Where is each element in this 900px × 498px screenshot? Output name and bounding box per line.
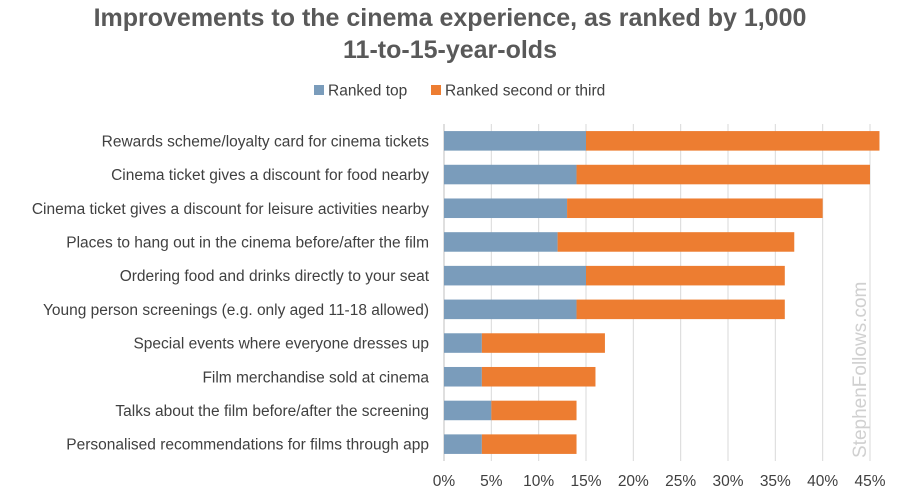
x-tick-label: 40% xyxy=(807,473,838,490)
category-label: Young person screenings (e.g. only aged … xyxy=(43,302,429,319)
legend-label: Ranked second or third xyxy=(445,83,605,100)
watermark: StephenFollows.com xyxy=(850,282,871,458)
bar-ranked-top xyxy=(444,366,482,387)
bar-ranked-second-or-third xyxy=(567,198,823,219)
legend-swatch xyxy=(314,85,324,95)
x-tick-label: 10% xyxy=(523,473,554,490)
bar-ranked-top xyxy=(444,400,492,421)
legend-label: Ranked top xyxy=(328,83,407,100)
x-tick-label: 5% xyxy=(480,473,503,490)
x-axis-ticks: 0% 5% 10% 15% 20% 25% 30% 35% 40% 45% xyxy=(433,473,886,490)
x-tick-label: 15% xyxy=(570,473,601,490)
category-label: Talks about the film before/after the sc… xyxy=(115,403,429,420)
category-label: Ordering food and drinks directly to you… xyxy=(120,268,430,285)
legend-swatch xyxy=(431,85,441,95)
category-label: Cinema ticket gives a discount for food … xyxy=(111,167,429,184)
category-label: Cinema ticket gives a discount for leisu… xyxy=(32,201,429,218)
x-tick-label: 45% xyxy=(854,473,885,490)
x-tick-label: 0% xyxy=(433,473,456,490)
category-label: Film merchandise sold at cinema xyxy=(202,369,429,386)
bar-ranked-top xyxy=(444,164,577,185)
legend: Ranked top Ranked second or third xyxy=(314,83,605,100)
bar-ranked-top xyxy=(444,232,558,252)
category-label: Places to hang out in the cinema before/… xyxy=(66,234,429,251)
bar-ranked-second-or-third xyxy=(576,299,785,320)
x-tick-label: 25% xyxy=(665,473,696,490)
bar-ranked-second-or-third xyxy=(576,164,870,185)
bar-ranked-second-or-third xyxy=(481,434,577,454)
bar-ranked-top xyxy=(444,333,482,353)
category-labels: Rewards scheme/loyalty card for cinema t… xyxy=(32,133,430,453)
bar-ranked-top xyxy=(444,265,586,286)
category-label: Personalised recommendations for films t… xyxy=(66,437,429,454)
bar-ranked-top xyxy=(444,299,577,320)
bars xyxy=(444,131,880,454)
bar-ranked-second-or-third xyxy=(586,131,880,151)
x-tick-label: 20% xyxy=(618,473,649,490)
category-label: Special events where everyone dresses up xyxy=(133,336,429,353)
bar-ranked-second-or-third xyxy=(586,265,785,286)
x-tick-label: 30% xyxy=(712,473,743,490)
bar-ranked-second-or-third xyxy=(491,400,577,421)
bar-ranked-top xyxy=(444,131,586,151)
chart-title-line-1: Improvements to the cinema experience, a… xyxy=(93,4,807,32)
bar-ranked-top xyxy=(444,198,568,219)
x-tick-label: 35% xyxy=(760,473,791,490)
bar-ranked-second-or-third xyxy=(481,333,605,353)
chart-title: Improvements to the cinema experience, a… xyxy=(0,2,900,66)
bar-ranked-second-or-third xyxy=(481,366,596,387)
category-label: Rewards scheme/loyalty card for cinema t… xyxy=(102,133,430,150)
bar-ranked-second-or-third xyxy=(557,232,795,252)
chart-title-line-2: 11-to-15-year-olds xyxy=(343,36,557,64)
bar-ranked-top xyxy=(444,434,482,454)
